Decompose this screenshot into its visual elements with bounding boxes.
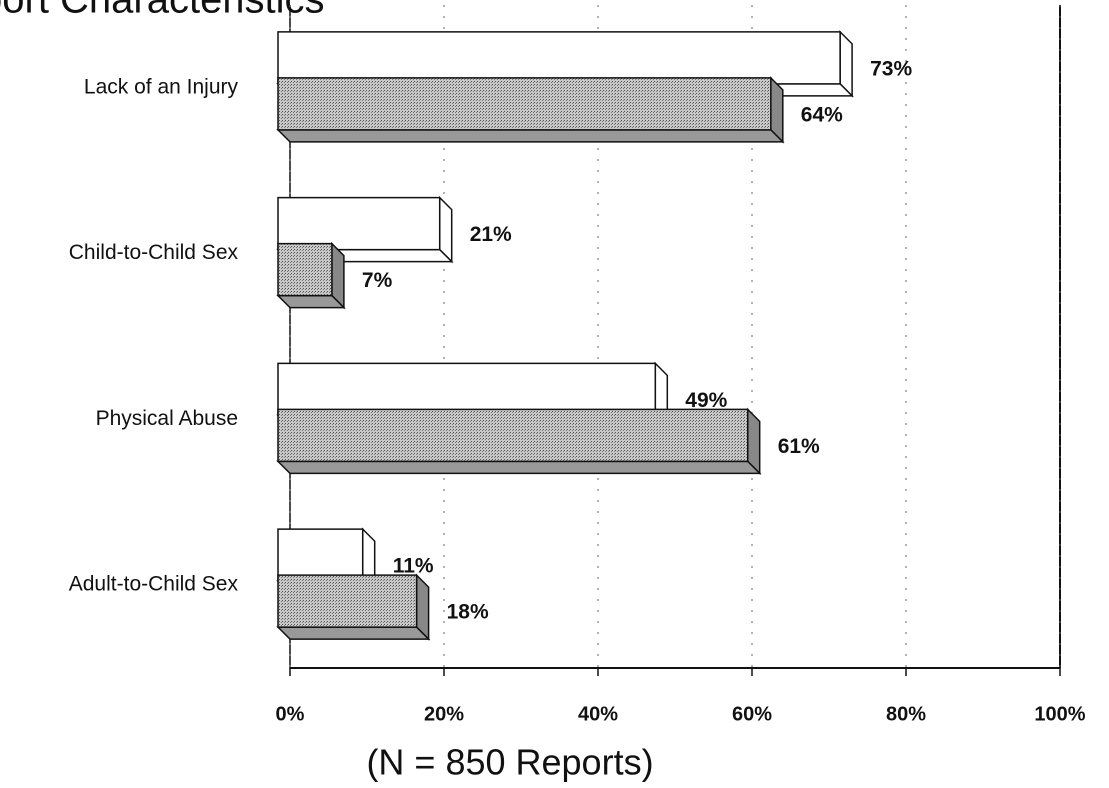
x-tick-label: 60% bbox=[732, 703, 772, 725]
chart-title: port Characteristics bbox=[0, 0, 325, 22]
y-tick-label: Physical Abuse bbox=[96, 407, 238, 430]
bar-bottom bbox=[276, 129, 785, 143]
y-tick-label: Lack of an Injury bbox=[84, 75, 239, 98]
bar bbox=[277, 77, 772, 131]
value-label: 64% bbox=[801, 103, 843, 126]
x-tick-label: 80% bbox=[886, 703, 926, 725]
value-label: 49% bbox=[685, 389, 727, 412]
x-tick-label: 40% bbox=[578, 703, 618, 725]
bar bbox=[277, 196, 441, 251]
bar bbox=[277, 528, 364, 582]
bar bbox=[277, 242, 333, 297]
value-label: 73% bbox=[870, 57, 912, 80]
value-label: 7% bbox=[362, 269, 393, 292]
value-label: 18% bbox=[447, 601, 489, 624]
x-tick-label: 100% bbox=[1034, 703, 1085, 725]
value-label: 11% bbox=[393, 555, 434, 578]
bar-bottom bbox=[276, 626, 431, 640]
bar bbox=[277, 574, 418, 628]
x-axis-label: (N = 850 Reports) bbox=[366, 742, 653, 783]
bar bbox=[277, 362, 657, 417]
x-tick-label: 0% bbox=[276, 703, 305, 725]
value-label: 21% bbox=[470, 223, 512, 246]
y-tick-label: Adult-to-Child Sex bbox=[69, 573, 239, 596]
x-tick-label: 20% bbox=[424, 703, 464, 725]
bar-bottom bbox=[276, 294, 346, 309]
bar bbox=[277, 31, 841, 85]
bar-bottom bbox=[276, 460, 762, 475]
y-tick-label: Child-to-Child Sex bbox=[69, 241, 239, 264]
bar bbox=[277, 408, 749, 463]
value-label: 61% bbox=[778, 435, 820, 458]
